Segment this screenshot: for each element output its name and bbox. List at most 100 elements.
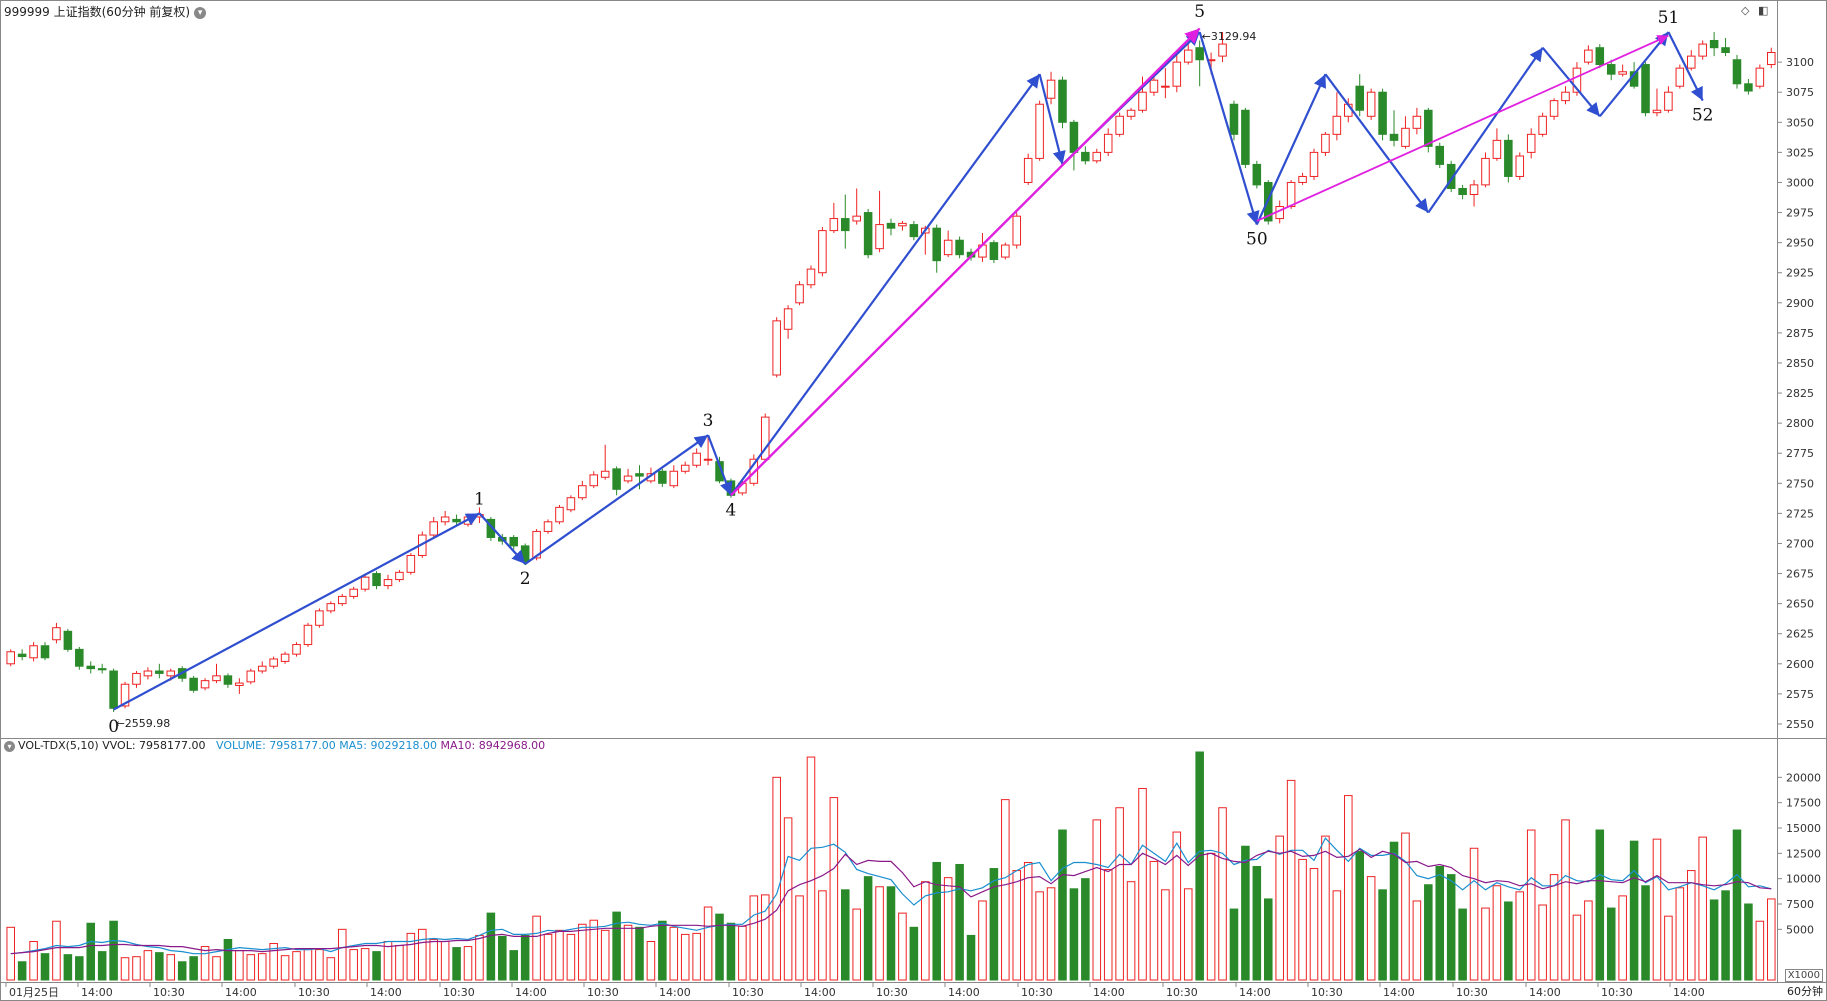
volume-bar-up <box>383 940 393 981</box>
candle <box>635 465 644 490</box>
volume-bar-up <box>1035 891 1044 981</box>
candle <box>383 574 393 590</box>
candle-body-down <box>1458 187 1467 196</box>
candle <box>132 671 141 688</box>
candle <box>1229 100 1239 141</box>
candle-body-down <box>1195 47 1204 61</box>
volume-bar-down <box>63 954 73 981</box>
price-tick-label: 2675 <box>1786 568 1814 581</box>
volume-bar-up <box>1298 858 1307 981</box>
volume-bar-down <box>452 947 461 981</box>
candle-body-up <box>326 603 336 612</box>
candle-body-down <box>909 224 919 238</box>
price-tick-label: 2925 <box>1786 267 1814 280</box>
candle <box>349 586 358 599</box>
candlestick-series[interactable] <box>6 32 1776 712</box>
candle <box>555 504 564 525</box>
volume-bar-up <box>898 912 907 981</box>
candle-body-up <box>1286 181 1296 208</box>
volume-bar-up <box>1549 874 1559 981</box>
chevron-down-icon[interactable]: ▾ <box>194 6 207 19</box>
candle-body-up <box>257 665 267 672</box>
price-tick-label: 2725 <box>1786 507 1814 520</box>
volume-bar-down <box>1595 829 1605 981</box>
volume-bar-up <box>1149 860 1159 981</box>
candle <box>1126 107 1136 120</box>
candle <box>86 661 96 674</box>
diamond-icon[interactable]: ◇ <box>1741 4 1750 17</box>
high-price-label: ←3129.94 <box>1202 30 1257 43</box>
volume-bar-up <box>749 895 759 981</box>
volume-bar-up <box>406 932 416 981</box>
ma5-line <box>10 837 1772 955</box>
pivot-label: 1 <box>474 489 485 509</box>
price-tick-label: 2700 <box>1786 537 1814 550</box>
volume-bar-up <box>1046 887 1056 981</box>
candle-body-up <box>1309 151 1319 177</box>
candle-body-down <box>509 536 519 547</box>
volume-bar-up <box>1366 876 1376 981</box>
candle <box>17 649 27 661</box>
volume-bar-down <box>498 935 507 981</box>
candle <box>40 642 50 661</box>
candle-body-down <box>86 665 96 670</box>
candle <box>818 226 827 277</box>
time-tick-label: 14:00 <box>225 986 257 999</box>
candle <box>669 465 679 489</box>
candle <box>75 646 84 670</box>
volume-bar-up <box>1767 898 1776 981</box>
candle-body-up <box>1698 43 1707 57</box>
candle-body-up <box>1561 91 1570 102</box>
vol-indicator-name[interactable]: VOL-TDX(5,10) <box>18 739 99 752</box>
candle-body-up <box>1584 49 1593 63</box>
volume-bar-up <box>680 933 690 981</box>
volume-bar-down <box>17 961 27 981</box>
price-tick-label: 2625 <box>1786 628 1814 641</box>
candle-body-down <box>886 222 896 229</box>
candle-body-up <box>349 588 358 597</box>
volume-bar-down <box>1435 866 1445 981</box>
candle <box>886 218 896 236</box>
candle <box>932 224 942 273</box>
volume-bar-down <box>955 863 964 981</box>
candle <box>1183 44 1193 65</box>
volume-bar-up <box>1584 900 1593 981</box>
volume-bar-down <box>1458 908 1467 981</box>
candle <box>1218 32 1227 63</box>
volume-bar-up <box>1469 847 1479 981</box>
candle-body-down <box>658 470 667 484</box>
period-label[interactable]: 60分钟 <box>1787 985 1823 998</box>
time-tick-label: 10:30 <box>587 986 619 999</box>
volume-bars[interactable] <box>6 751 1776 981</box>
volume-bar-up <box>1755 920 1765 981</box>
time-tick-label: 14:00 <box>1673 986 1705 999</box>
candle-body-up <box>555 506 564 523</box>
candle-body-up <box>1526 133 1536 153</box>
panel-toggle-icon[interactable]: ◧ <box>1758 4 1769 17</box>
candle <box>1709 32 1719 57</box>
volume-bar-up <box>1161 889 1170 981</box>
indicator-menu-icon[interactable]: ▾ <box>4 740 15 752</box>
volume-bar-up <box>1412 900 1422 981</box>
candle-body-up <box>1149 79 1159 93</box>
candle <box>1515 152 1525 181</box>
volume-bar-up <box>292 951 301 981</box>
volume-bar-down <box>486 912 496 981</box>
candle <box>623 468 633 484</box>
candle-body-up <box>280 653 290 662</box>
candle <box>1092 148 1102 164</box>
candle-body-up <box>1183 49 1193 63</box>
pen-segment-blue <box>478 512 526 565</box>
candle-body-down <box>989 242 999 260</box>
candle <box>1252 160 1262 189</box>
candle-body-down <box>1081 151 1090 162</box>
time-tick-label: 10:30 <box>1456 986 1488 999</box>
candle <box>1069 119 1079 171</box>
pen-segment-blue <box>1427 47 1544 214</box>
volume-bar-up <box>566 933 576 981</box>
candle <box>406 553 416 575</box>
volume-tick-label: 5000 <box>1786 923 1814 936</box>
candle-body-up <box>1366 91 1376 117</box>
